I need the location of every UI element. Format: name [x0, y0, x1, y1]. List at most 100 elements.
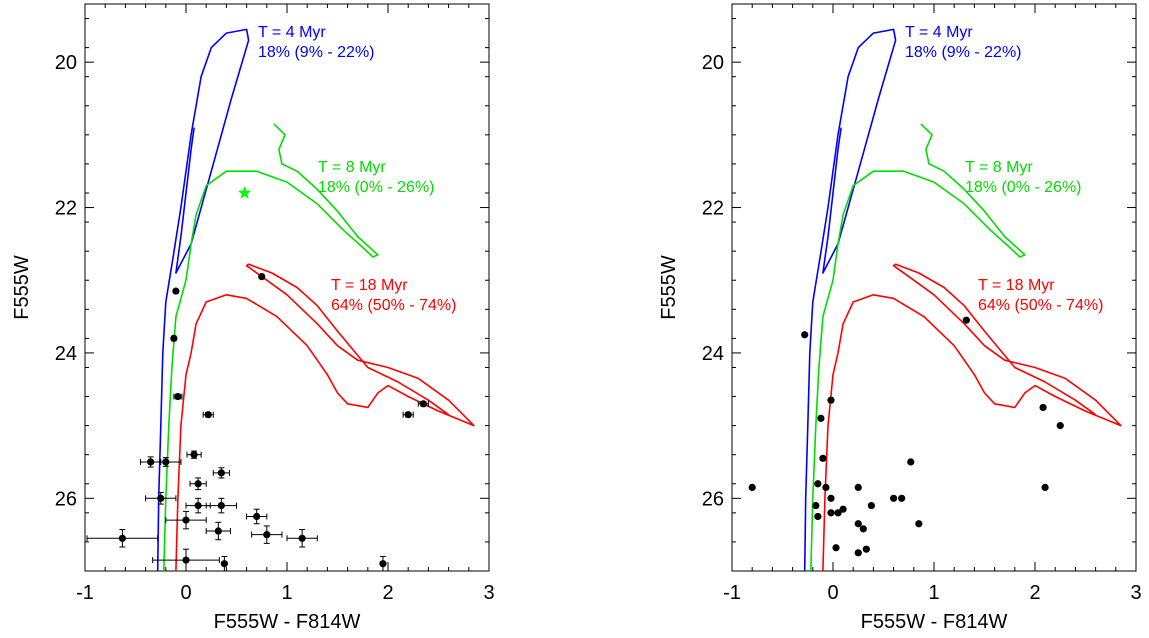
y-tick-label: 20 [55, 52, 77, 74]
data-point [748, 483, 756, 492]
data-point [194, 501, 202, 510]
data-point [1039, 403, 1047, 412]
data-point [819, 454, 827, 462]
y-tick-label: 20 [702, 52, 724, 74]
data-point [174, 392, 182, 401]
isochrone-label: T = 18 Myr [331, 277, 408, 294]
x-tick-label: 0 [827, 582, 838, 604]
data-point [258, 272, 266, 281]
y-tick-label: 24 [55, 343, 77, 365]
data-point [253, 512, 261, 521]
isochrone-label: T = 18 Myr [978, 277, 1055, 294]
data-point [170, 334, 178, 342]
isochrone-label: T = 4 Myr [905, 24, 973, 41]
isochrone-fraction: 64% (50% - 74%) [331, 297, 456, 314]
isochrone-fraction: 18% (0% - 26%) [318, 179, 435, 196]
x-tick-label: 3 [483, 582, 494, 604]
x-tick-label: 3 [1130, 582, 1141, 604]
x-tick-label: -1 [76, 582, 94, 604]
x-tick-label: 0 [180, 582, 191, 604]
data-point [862, 545, 870, 553]
data-point [854, 549, 862, 557]
data-point [217, 501, 225, 510]
data-point [915, 520, 923, 528]
data-point [890, 494, 898, 502]
data-point [214, 527, 222, 535]
data-point [812, 501, 820, 510]
data-point [827, 494, 835, 502]
data-point [839, 505, 847, 513]
y-tick-label: 26 [55, 488, 77, 510]
y-tick-label: 22 [55, 198, 77, 220]
data-point [172, 287, 180, 295]
x-tick-label: 1 [281, 582, 292, 604]
y-tick-label: 22 [702, 198, 724, 220]
y-axis-label: F555W [658, 255, 680, 320]
data-point [907, 458, 915, 466]
data-point [419, 400, 427, 408]
x-tick-label: -1 [723, 582, 741, 604]
x-tick-label: 2 [1029, 582, 1040, 604]
star-marker [237, 186, 252, 199]
isochrone-line-t-8-myr [810, 123, 1026, 571]
data-point [263, 531, 271, 539]
data-point [194, 480, 202, 488]
y-axis-label: F555W [11, 255, 33, 320]
isochrone-line-t-8-myr [163, 123, 379, 571]
data-point [157, 494, 165, 502]
data-point [834, 509, 842, 517]
data-point [182, 556, 190, 564]
data-point [118, 534, 126, 542]
isochrone-line-t-18-myr [175, 263, 475, 571]
right-cmd-panel: -1 0 1 2 3 20 22 24 26 F555W - F814W F555W T = 4 My… [658, 3, 1142, 633]
isochrones [803, 28, 1122, 571]
data-point [404, 411, 412, 419]
isochrones [156, 28, 475, 571]
isochrone-line-t-18-myr [822, 263, 1122, 571]
data-point [854, 520, 862, 528]
y-tick-label: 24 [702, 343, 724, 365]
data-point [859, 525, 867, 533]
isochrone-label: T = 8 Myr [318, 159, 386, 176]
isochrone-fraction: 18% (9% - 22%) [905, 44, 1022, 61]
data-points [86, 272, 429, 571]
data-point [814, 512, 822, 521]
data-point [827, 396, 835, 404]
data-point [1041, 483, 1049, 492]
data-point [801, 331, 809, 339]
plot-frame [84, 3, 490, 572]
data-point [220, 560, 228, 568]
data-point [822, 483, 830, 492]
data-point [182, 516, 190, 524]
data-point [854, 483, 862, 492]
x-axis-label: F555W - F814W [861, 611, 1008, 633]
isochrone-label: T = 8 Myr [965, 159, 1033, 176]
data-point [379, 560, 387, 568]
data-point [962, 316, 970, 324]
isochrone-fraction: 18% (0% - 26%) [965, 179, 1082, 196]
x-tick-label: 1 [928, 582, 939, 604]
data-point [827, 509, 835, 517]
data-points [748, 316, 1064, 557]
isochrone-fraction: 18% (9% - 22%) [258, 44, 375, 61]
data-point [204, 411, 212, 419]
plot-frame [731, 3, 1137, 572]
data-point [190, 451, 198, 459]
isochrone-fraction: 64% (50% - 74%) [978, 297, 1103, 314]
data-point [1056, 422, 1064, 430]
left-cmd-panel: -1 0 1 2 3 20 22 24 26 F555W - F814W F555W T = 4 My… [11, 3, 495, 633]
data-point [832, 544, 840, 552]
data-point [162, 458, 170, 466]
isochrone-line-t-4-myr [803, 28, 897, 571]
data-point [817, 414, 825, 422]
data-point [298, 534, 306, 542]
isochrone-label: T = 4 Myr [258, 24, 326, 41]
data-point [898, 494, 906, 502]
y-tick-label: 26 [702, 488, 724, 510]
data-point [814, 480, 822, 488]
x-tick-label: 2 [382, 582, 393, 604]
data-point [867, 501, 875, 510]
data-point [217, 469, 225, 477]
isochrone-line-t-4-myr [156, 28, 250, 571]
